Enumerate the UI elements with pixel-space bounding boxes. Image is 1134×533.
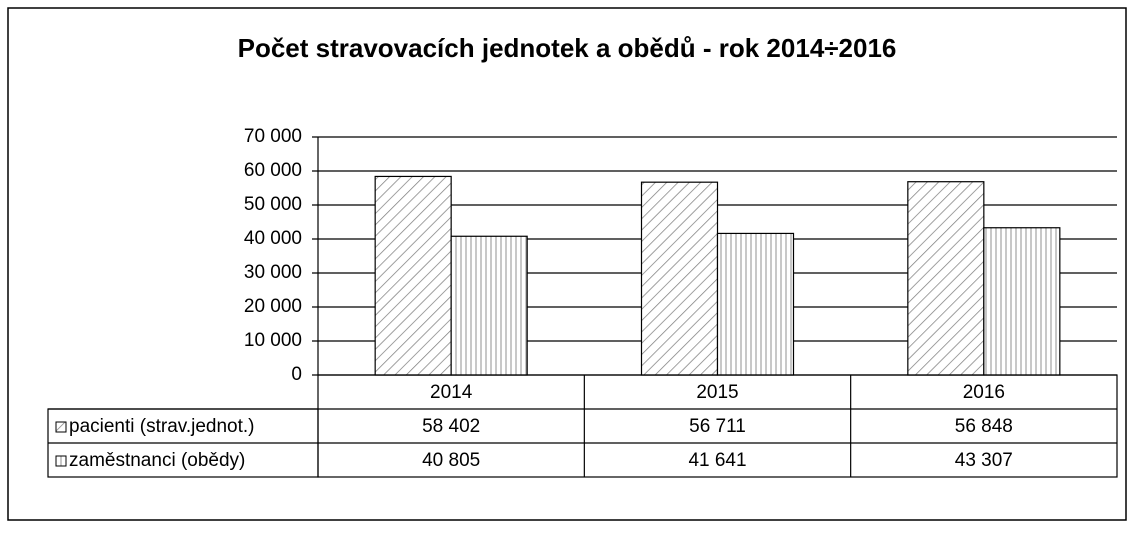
data-table-value: 40 805 bbox=[422, 450, 480, 471]
y-tick-label: 30 000 bbox=[244, 262, 302, 283]
data-table-value: 43 307 bbox=[955, 450, 1013, 471]
legend-label: zaměstnanci (obědy) bbox=[69, 450, 245, 471]
data-table-value: 56 848 bbox=[955, 416, 1013, 437]
bar bbox=[716, 232, 795, 376]
legend-label: pacienti (strav.jednot.) bbox=[69, 416, 255, 437]
y-tick-label: 50 000 bbox=[244, 194, 302, 215]
x-tick-label: 2016 bbox=[963, 382, 1005, 403]
y-tick-label: 20 000 bbox=[244, 296, 302, 317]
bar bbox=[450, 235, 528, 376]
bar bbox=[640, 181, 719, 376]
data-table-value: 58 402 bbox=[422, 416, 480, 437]
y-tick-label: 40 000 bbox=[244, 228, 302, 249]
y-tick-label: 0 bbox=[291, 364, 302, 385]
x-tick-label: 2015 bbox=[696, 382, 738, 403]
y-tick-label: 10 000 bbox=[244, 330, 302, 351]
x-tick-label: 2014 bbox=[430, 382, 473, 403]
bar bbox=[374, 175, 452, 376]
data-table-value: 56 711 bbox=[689, 416, 746, 437]
bar bbox=[907, 181, 985, 376]
y-tick-label: 70 000 bbox=[244, 126, 302, 147]
chart-title: Počet stravovacích jednotek a obědů - ro… bbox=[238, 33, 897, 63]
legend-key bbox=[55, 455, 67, 467]
bar bbox=[983, 227, 1061, 376]
legend-key bbox=[55, 421, 67, 433]
data-table-value: 41 641 bbox=[688, 450, 746, 471]
y-tick-label: 60 000 bbox=[244, 160, 302, 181]
